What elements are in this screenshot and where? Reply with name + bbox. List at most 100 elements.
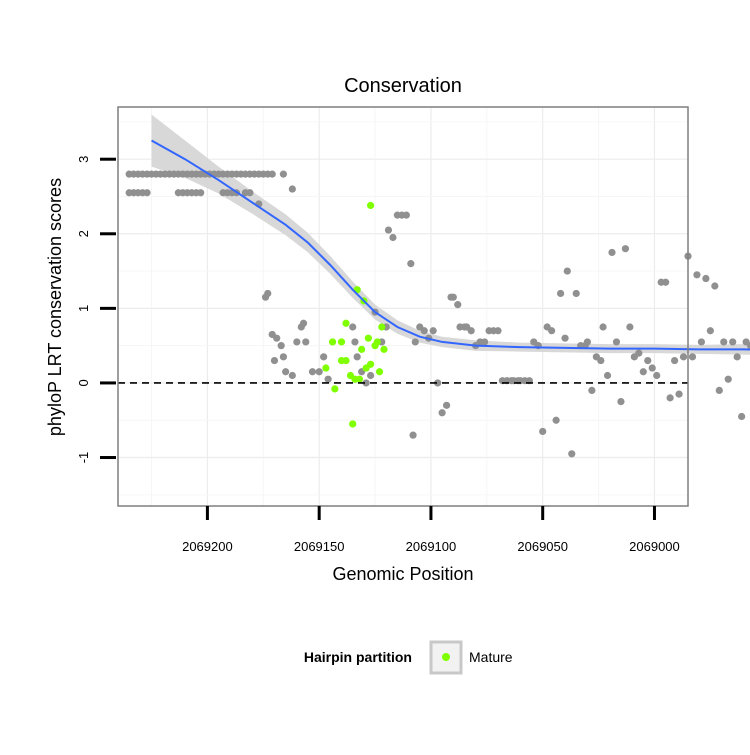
point-135 [612,338,621,346]
point-142 [644,356,652,365]
point-119 [548,327,556,335]
point-143 [648,364,656,372]
point-90 [429,327,437,335]
point-75 [366,371,375,380]
point-84 [407,260,415,268]
point-160 [724,375,732,383]
point-150 [679,353,688,361]
point-153 [693,271,701,279]
point-60 [282,368,290,376]
point-88 [420,327,428,335]
point-106 [494,327,502,335]
point-125 [572,289,580,298]
mature-point-17 [380,345,388,353]
mature-point-15 [375,368,384,376]
point-58 [270,356,279,365]
point-64 [299,319,308,327]
point-152 [688,353,697,361]
x-tick-label-2: 2069100 [406,539,457,554]
point-48 [246,189,254,197]
x-axis-label: Genomic Position [332,564,473,584]
point-128 [583,338,592,346]
point-65 [302,338,310,346]
point-68 [320,353,328,361]
point-161 [729,338,737,346]
point-56 [273,334,281,342]
point-146 [662,278,670,286]
mature-point-19 [349,420,357,428]
y-tick-label-4: 3 [76,156,91,163]
point-95 [449,293,457,301]
point-123 [563,267,571,275]
x-axis: 2069200 2069150 2069100 2069050 2069000 [182,506,680,554]
point-156 [706,327,714,335]
point-72 [353,353,361,361]
legend-title: Hairpin partition [304,649,412,665]
x-tick-label-3: 2069050 [517,539,568,554]
mature-point-18 [366,201,375,210]
point-62 [293,338,301,346]
panel-border [117,106,689,507]
point-157 [711,282,719,290]
point-92 [438,409,446,417]
point-71 [351,338,359,346]
point-74 [362,379,370,387]
mature-point-9 [358,345,366,353]
y-tick-label-3: 2 [76,230,91,237]
point-154 [697,338,706,346]
mature-point-2 [331,385,339,393]
legend-entry-mature: Mature [469,649,513,665]
point-86 [411,338,419,346]
point-149 [675,390,683,398]
point-138 [626,323,634,331]
point-85 [409,431,417,439]
y-tick-label-0: -1 [76,452,91,464]
point-165 [746,342,750,350]
point-93 [442,401,451,409]
point-124 [568,450,576,458]
point-49 [268,170,276,178]
point-158 [715,386,723,395]
point-148 [670,356,679,365]
point-163 [738,412,746,421]
smooth-line-group [151,139,750,351]
mature-point-5 [342,319,350,327]
x-tick-label-1: 2069150 [294,539,345,554]
point-66 [308,368,317,376]
smooth-line [151,139,750,351]
mature-point-16 [378,323,386,331]
point-129 [588,386,596,395]
point-134 [608,248,616,257]
legend-mature-symbol [442,653,450,661]
point-132 [599,323,607,331]
x-tick-label-4: 2069000 [629,539,680,554]
mature-point-1 [328,338,337,346]
point-83 [402,211,410,219]
point-140 [635,349,643,357]
point-136 [617,397,625,406]
point-122 [561,334,569,342]
point-159 [720,338,728,346]
confidence-band-area [151,114,750,355]
y-tick-label-2: 1 [76,305,91,312]
mature-point-0 [322,364,330,372]
point-96 [454,301,462,309]
point-52 [288,185,296,193]
mature-point-11 [364,334,372,342]
point-69 [324,375,332,383]
legend: Hairpin partition Mature [304,640,513,675]
confidence-band [151,114,750,355]
y-tick-label-1: 0 [76,379,91,386]
point-36 [143,189,151,197]
point-155 [702,274,710,283]
point-120 [552,416,560,424]
point-50 [279,170,288,178]
point-79 [384,226,393,234]
point-80 [389,233,397,242]
point-57 [277,342,285,350]
point-59 [279,353,288,361]
point-100 [467,327,475,335]
mature-point-14 [373,338,381,346]
